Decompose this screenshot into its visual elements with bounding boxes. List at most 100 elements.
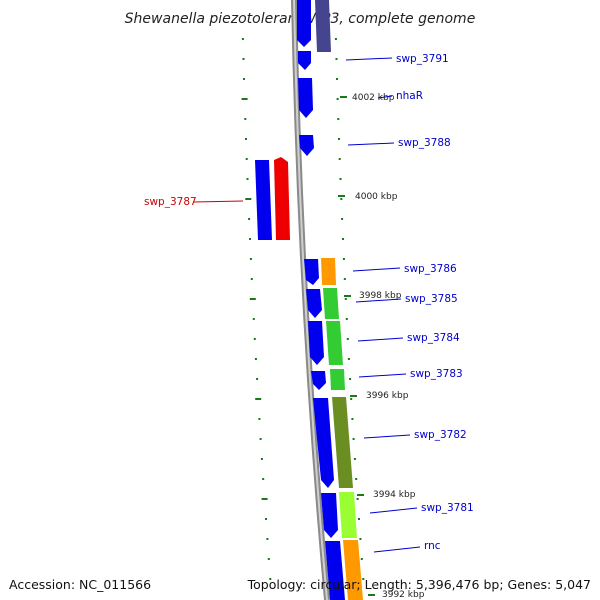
inner-tick: [338, 158, 341, 160]
inner-tick: [353, 458, 356, 460]
inner-tick: [350, 398, 353, 400]
cds-swp_3790[interactable]: [298, 51, 311, 70]
cds-swp_3781[interactable]: [321, 493, 338, 538]
inner-tick: [340, 198, 343, 200]
inner-tick: [359, 538, 362, 540]
inner-tick: [346, 338, 349, 340]
scale-label: 4000 kbp: [355, 192, 398, 202]
cds-swp_3787[interactable]: [255, 160, 272, 240]
outer-tick: [241, 98, 248, 100]
outer-tick: [254, 358, 257, 360]
accession-text: Accession: NC_011566: [9, 577, 152, 592]
inner-tick: [343, 278, 346, 280]
cds-swp_3784[interactable]: [308, 321, 324, 365]
outer-tick: [256, 378, 259, 380]
scale-label: 3998 kbp: [359, 291, 402, 301]
outer-tick: [245, 198, 252, 200]
cds-swp_3782[interactable]: [313, 398, 334, 488]
inner-tick: [362, 578, 365, 580]
inner-tick: [360, 558, 363, 560]
gene-label-swp_3782[interactable]: swp_3782: [414, 429, 467, 441]
outer-tick: [241, 38, 244, 40]
inner-tick: [335, 58, 338, 60]
cog-feature[interactable]: [326, 321, 343, 365]
inner-tick-marks: [334, 38, 365, 580]
inner-tick: [338, 138, 340, 140]
scale-label: 3994 kbp: [373, 490, 416, 500]
outer-tick: [253, 338, 256, 340]
inner-tick: [351, 418, 354, 420]
inner-tick: [342, 258, 345, 260]
scale-label: 3996 kbp: [366, 391, 409, 401]
outer-tick: [259, 438, 262, 440]
inner-tick: [349, 378, 352, 380]
cds-swp_3785[interactable]: [306, 289, 322, 318]
highlight-feature-swp_3787[interactable]: [274, 157, 290, 240]
outer-tick: [252, 318, 255, 320]
scale-major-tick: [344, 295, 351, 297]
outer-tick: [249, 298, 256, 300]
gene-label-swp_3784[interactable]: swp_3784: [407, 332, 460, 344]
gene-label-swp_3787[interactable]: swp_3787: [144, 196, 197, 208]
cog-feature[interactable]: [321, 258, 336, 285]
cds-swp_3788[interactable]: [299, 135, 314, 156]
scale-labels: 4002 kbp 4000 kbp 3998 kbp 3996 kbp 3994…: [338, 93, 425, 600]
outer-tick: [243, 78, 245, 80]
inner-tick: [352, 438, 355, 440]
outer-tick: [255, 398, 262, 400]
outer-tick: [244, 118, 247, 120]
cog-features: [315, 0, 363, 600]
gene-label-swp_3791[interactable]: swp_3791: [396, 53, 449, 65]
cds-swp_3783[interactable]: [311, 371, 326, 390]
inner-tick: [355, 478, 358, 480]
outer-tick: [265, 518, 267, 520]
outer-tick: [261, 498, 268, 500]
outer-tick: [267, 558, 270, 560]
genome-summary-text: Topology: circular; Length: 5,396,476 bp…: [247, 577, 591, 592]
scale-major-tick: [368, 594, 375, 596]
outer-tick: [246, 178, 249, 180]
scale-label: 4002 kbp: [352, 93, 395, 103]
scale-major-tick: [338, 195, 345, 197]
backbone-ring-highlight: [293, 0, 328, 600]
inner-tick: [341, 218, 344, 220]
outer-tick: [249, 238, 251, 240]
inner-tick: [344, 298, 347, 300]
cog-feature[interactable]: [315, 0, 331, 52]
scale-major-tick: [340, 96, 347, 98]
outer-tick: [245, 138, 247, 140]
scale-major-tick: [357, 494, 364, 496]
cog-feature[interactable]: [339, 492, 357, 538]
cog-feature[interactable]: [343, 540, 363, 600]
gene-labels: swp_3791 nhaR swp_3788 swp_3787 swp_3786…: [144, 53, 474, 553]
gene-label-nhaR[interactable]: nhaR: [396, 90, 423, 102]
gene-label-swp_3788[interactable]: swp_3788: [398, 137, 451, 149]
inner-tick: [339, 178, 342, 180]
outer-tick: [245, 158, 248, 160]
cds-swp_3786[interactable]: [304, 259, 319, 285]
inner-tick: [337, 118, 340, 120]
gene-label-rnc[interactable]: rnc: [424, 540, 441, 552]
outer-tick: [260, 458, 263, 460]
inner-tick: [356, 498, 359, 500]
cds-swp_3791[interactable]: [297, 0, 311, 47]
outer-tick: [258, 418, 261, 420]
cog-feature[interactable]: [323, 288, 339, 319]
cds-nhaR[interactable]: [298, 78, 313, 118]
scale-major-tick: [350, 395, 357, 397]
inner-tick: [345, 318, 348, 320]
inner-tick: [342, 238, 344, 240]
inner-tick: [358, 518, 360, 520]
cog-feature[interactable]: [330, 369, 345, 390]
cds-rnc[interactable]: [325, 541, 345, 600]
outer-tick: [266, 538, 269, 540]
outer-tick-marks: [241, 38, 272, 580]
outer-tick: [269, 578, 272, 580]
gene-label-swp_3785[interactable]: swp_3785: [405, 293, 458, 305]
cog-feature[interactable]: [332, 397, 353, 488]
gene-label-swp_3781[interactable]: swp_3781: [421, 502, 474, 514]
gene-label-swp_3786[interactable]: swp_3786: [404, 263, 457, 275]
gene-label-swp_3783[interactable]: swp_3783: [410, 368, 463, 380]
scale-label: 3992 kbp: [382, 590, 425, 600]
cds-features: [255, 0, 345, 600]
